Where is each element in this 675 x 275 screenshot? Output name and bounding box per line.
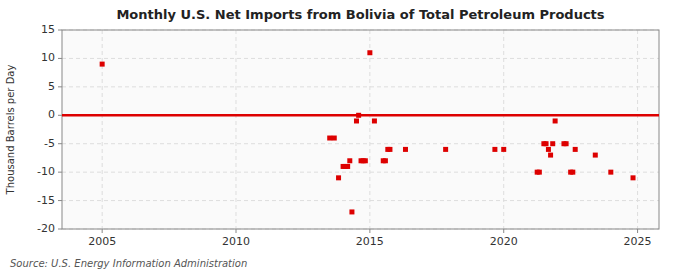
grid (62, 30, 659, 229)
y-grid-line (62, 143, 659, 144)
y-axis-label: Thousand Barrels per Day (5, 65, 16, 196)
point (492, 147, 497, 152)
y-tick (58, 115, 62, 116)
point (544, 141, 549, 146)
y-tick-label: -15 (37, 194, 55, 207)
point (546, 147, 551, 152)
point (349, 209, 354, 214)
y-tick-label: 5 (48, 80, 55, 93)
point (564, 141, 569, 146)
point (501, 147, 506, 152)
point (356, 113, 361, 118)
y-tick (58, 86, 62, 87)
point (383, 158, 388, 163)
point (443, 147, 448, 152)
point (372, 118, 377, 123)
y-tick (58, 200, 62, 201)
point (593, 153, 598, 158)
x-tick-label: 2015 (356, 235, 384, 248)
x-tick-label: 2020 (490, 235, 518, 248)
y-tick-label: 10 (41, 51, 55, 64)
axes: -20 -15 -10 -5 0 5 10 15 2005 2010 2015 2020 2025 (37, 23, 659, 248)
point (336, 175, 341, 180)
point (387, 147, 392, 152)
x-tick (369, 229, 370, 233)
y-tick-label: -10 (37, 165, 55, 178)
point (332, 136, 337, 141)
annotation: Source: U.S. Energy Information Administ… (10, 258, 247, 269)
point (553, 118, 558, 123)
point (537, 170, 542, 175)
point (403, 147, 408, 152)
y-grid-line (62, 200, 659, 201)
y-tick-label: -20 (37, 222, 55, 235)
title: Monthly U.S. Net Imports from Bolivia of… (116, 7, 604, 22)
point (327, 136, 332, 141)
y-grid-line (62, 58, 659, 59)
point (347, 158, 352, 163)
point (345, 164, 350, 169)
chart: -20 -15 -10 -5 0 5 10 15 2005 2010 2015 2020 2025 Mon… (0, 0, 675, 275)
plot-frame (62, 30, 659, 229)
x-grid-line (637, 30, 638, 229)
y-grid-line (62, 86, 659, 87)
x-grid-line (503, 30, 504, 229)
x-tick (503, 229, 504, 233)
x-tick-label: 2010 (222, 235, 250, 248)
y-tick (58, 172, 62, 173)
x-grid-line (369, 30, 370, 229)
y-tick-label: -5 (44, 137, 55, 150)
y-tick (58, 143, 62, 144)
y-tick-label: 0 (48, 108, 55, 121)
x-tick-label: 2025 (624, 235, 652, 248)
x-tick (102, 229, 103, 233)
point (367, 50, 372, 55)
y-tick (58, 229, 62, 230)
point (631, 175, 636, 180)
point (548, 153, 553, 158)
point (608, 170, 613, 175)
x-tick-label: 2005 (88, 235, 116, 248)
x-tick (236, 229, 237, 233)
plot-background (62, 30, 659, 229)
x-tick (637, 229, 638, 233)
point (550, 141, 555, 146)
page: {"chart_data": {"type": "scatter", "titl… (0, 0, 675, 275)
x-grid-line (102, 30, 103, 229)
y-tick-label: 15 (41, 23, 55, 36)
point (570, 170, 575, 175)
point (573, 147, 578, 152)
point (354, 118, 359, 123)
point (363, 158, 368, 163)
y-tick (58, 58, 62, 59)
point (100, 62, 105, 67)
marks (62, 50, 659, 214)
y-tick (58, 30, 62, 31)
x-grid-line (236, 30, 237, 229)
